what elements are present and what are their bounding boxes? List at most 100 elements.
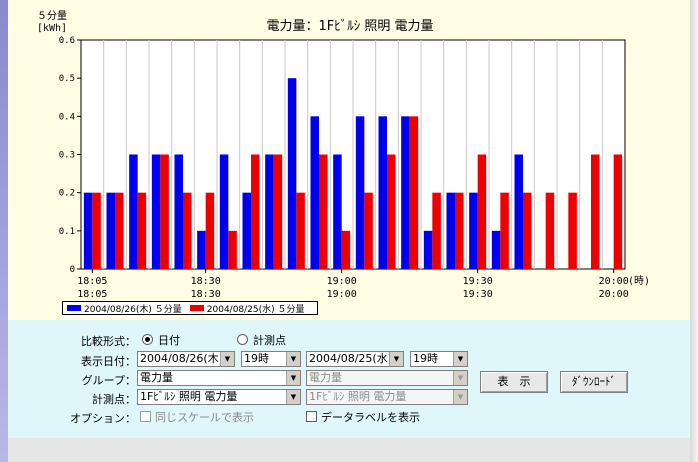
radio-compare-date[interactable] xyxy=(142,334,153,345)
bar-series-1 xyxy=(514,154,523,269)
hour1-select[interactable]: 19時 ▼ xyxy=(241,351,301,367)
bar-series-1 xyxy=(197,230,206,269)
same-scale-label: 同じスケールで表示 xyxy=(155,411,254,424)
radio-compare-point[interactable] xyxy=(237,334,248,345)
bar-series-1 xyxy=(355,116,365,269)
chevron-down-icon[interactable]: ▼ xyxy=(453,352,467,366)
date1-value: 2004/08/26(木) xyxy=(140,352,223,365)
point2-select: 1Fﾋﾞﾙｼ 照明 電力量 ▼ xyxy=(306,389,468,405)
bar-chart: ５分量 [kWh] 電力量：1Fﾋﾞﾙｼ 照明 電力量 0 0.1 0.2 0.3 0.… xyxy=(37,10,650,300)
point1-select[interactable]: 1Fﾋﾞﾙｼ 照明 電力量 ▼ xyxy=(137,389,301,405)
y-tick-label: 0 xyxy=(70,265,75,275)
data-label-checkbox[interactable] xyxy=(306,411,317,422)
x-tick-label: 20:00 xyxy=(599,276,629,287)
bar-series-2 xyxy=(205,192,215,269)
point2-value: 1Fﾋﾞﾙｼ 照明 電力量 xyxy=(309,390,407,403)
show-button[interactable]: 表 示 xyxy=(480,371,548,393)
bar-series-2 xyxy=(183,192,192,269)
radio-compare-point-label[interactable]: 計測点 xyxy=(253,334,286,347)
date2-select[interactable]: 2004/08/25(水) ▼ xyxy=(306,351,404,367)
bar-series-1 xyxy=(265,154,274,269)
window-bottom-shadow xyxy=(8,438,690,462)
date1-select[interactable]: 2004/08/26(木) ▼ xyxy=(137,351,235,367)
chevron-down-icon[interactable]: ▼ xyxy=(286,352,300,366)
y-axis-unit: [kWh] xyxy=(37,23,67,34)
chevron-down-icon[interactable]: ▼ xyxy=(389,352,403,366)
bar-series-1 xyxy=(310,116,319,269)
x-tick-label: 18:30 xyxy=(191,276,221,287)
x-tick-label: 19:00 xyxy=(327,276,357,287)
bar-series-1 xyxy=(378,116,387,269)
x-tick-label: 19:30 xyxy=(463,276,493,287)
bar-series-1 xyxy=(333,154,342,269)
bar-series-1 xyxy=(287,78,297,270)
bar-series-2 xyxy=(296,192,305,269)
x-axis-unit: (時) xyxy=(628,275,650,287)
bar-series-1 xyxy=(242,192,251,269)
chevron-down-icon: ▼ xyxy=(453,390,467,404)
legend-label-series-2: 2004/08/25(水) ５分量 xyxy=(206,304,305,315)
bar-series-1 xyxy=(106,192,115,269)
bar-series-2 xyxy=(409,116,419,269)
bar-series-2 xyxy=(319,154,328,269)
y-tick-label: 0.2 xyxy=(59,189,75,199)
bar-series-2 xyxy=(251,154,260,269)
option-label: オプション： xyxy=(70,412,136,425)
chevron-down-icon: ▼ xyxy=(453,371,467,385)
bar-series-2 xyxy=(115,192,124,269)
bar-series-1 xyxy=(151,154,161,269)
x-tick-label-secondary: 18:30 xyxy=(191,289,221,300)
chart-panel: ５分量 [kWh] 電力量：1Fﾋﾞﾙｼ 照明 電力量 0 0.1 0.2 0.3 0.… xyxy=(8,0,690,320)
window-right-shadow xyxy=(690,0,698,462)
chevron-down-icon[interactable]: ▼ xyxy=(286,371,300,385)
bar-series-2 xyxy=(613,154,623,269)
group2-select: 電力量 ▼ xyxy=(306,370,468,386)
bar-series-2 xyxy=(387,154,396,269)
point1-value: 1Fﾋﾞﾙｼ 照明 電力量 xyxy=(140,390,238,403)
window-left-strip xyxy=(0,0,8,462)
y-tick-label: 0.6 xyxy=(59,36,75,46)
data-label-checkbox-label[interactable]: データラベルを表示 xyxy=(321,411,420,424)
compare-type-label: 比較形式： xyxy=(81,335,136,348)
bar-series-1 xyxy=(129,154,138,269)
group1-select[interactable]: 電力量 ▼ xyxy=(137,370,301,386)
bar-series-2 xyxy=(591,154,600,269)
bar-series-1 xyxy=(174,154,183,269)
x-tick-label-secondary: 20:00 xyxy=(599,289,629,300)
y-tick-label: 0.5 xyxy=(59,74,75,84)
bar-series-1 xyxy=(219,154,229,269)
display-date-label: 表示日付： xyxy=(81,355,136,368)
bar-series-1 xyxy=(491,230,501,269)
bar-series-2 xyxy=(92,192,101,269)
bar-series-1 xyxy=(469,192,478,269)
hour1-value: 19時 xyxy=(244,352,269,365)
group-label: グループ： xyxy=(81,374,136,387)
bar-series-1 xyxy=(83,192,93,269)
x-tick-label-secondary: 19:30 xyxy=(463,289,493,300)
bar-series-2 xyxy=(364,192,373,269)
download-button[interactable]: ﾀﾞｳﾝﾛｰﾄﾞ xyxy=(560,371,628,393)
bar-series-2 xyxy=(523,192,532,269)
date2-value: 2004/08/25(水) xyxy=(309,352,392,365)
bar-series-1 xyxy=(423,230,433,269)
chart-title: 電力量：1Fﾋﾞﾙｼ 照明 電力量 xyxy=(266,19,433,34)
y-tick-label: 0.4 xyxy=(59,112,75,122)
bar-series-1 xyxy=(401,116,410,269)
legend-entry-series-2: 2004/08/25(水) ５分量 xyxy=(189,302,305,315)
chevron-down-icon[interactable]: ▼ xyxy=(286,390,300,404)
y-tick-label: 0.1 xyxy=(59,227,75,237)
hour2-select[interactable]: 19時 ▼ xyxy=(410,351,468,367)
bar-series-2 xyxy=(273,154,283,269)
bar-series-2 xyxy=(545,192,555,269)
bar-series-2 xyxy=(568,192,577,269)
bar-series-2 xyxy=(137,192,147,269)
chart-legend: 2004/08/26(木) ５分量 2004/08/25(水) ５分量 xyxy=(62,301,318,315)
chevron-down-icon[interactable]: ▼ xyxy=(220,352,234,366)
group1-value: 電力量 xyxy=(140,371,173,384)
point-label: 計測点： xyxy=(92,393,136,406)
y-axis-title: ５分量 xyxy=(37,10,67,22)
radio-compare-date-label[interactable]: 日付 xyxy=(158,334,180,347)
bar-series-2 xyxy=(228,230,237,269)
bar-series-2 xyxy=(455,192,464,269)
x-tick-label-secondary: 19:00 xyxy=(327,289,357,300)
